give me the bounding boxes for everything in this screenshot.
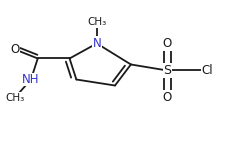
Text: N: N [92, 37, 101, 50]
Text: CH₃: CH₃ [87, 17, 106, 27]
Text: Cl: Cl [200, 64, 212, 77]
Text: O: O [10, 43, 19, 56]
Text: O: O [162, 37, 171, 50]
Text: S: S [163, 64, 171, 77]
Text: O: O [162, 91, 171, 104]
Text: NH: NH [22, 73, 40, 86]
Text: CH₃: CH₃ [5, 93, 25, 103]
